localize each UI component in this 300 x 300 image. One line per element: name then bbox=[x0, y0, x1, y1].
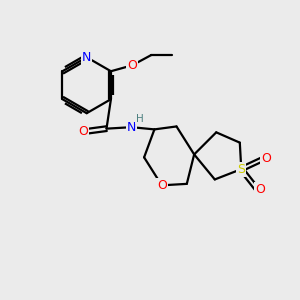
Text: O: O bbox=[261, 152, 271, 165]
Text: N: N bbox=[127, 121, 136, 134]
Text: N: N bbox=[82, 51, 92, 64]
Text: O: O bbox=[78, 125, 88, 138]
Text: S: S bbox=[237, 163, 245, 176]
Text: O: O bbox=[256, 183, 266, 196]
Text: O: O bbox=[127, 59, 137, 72]
Text: O: O bbox=[157, 179, 167, 192]
Text: H: H bbox=[136, 114, 144, 124]
